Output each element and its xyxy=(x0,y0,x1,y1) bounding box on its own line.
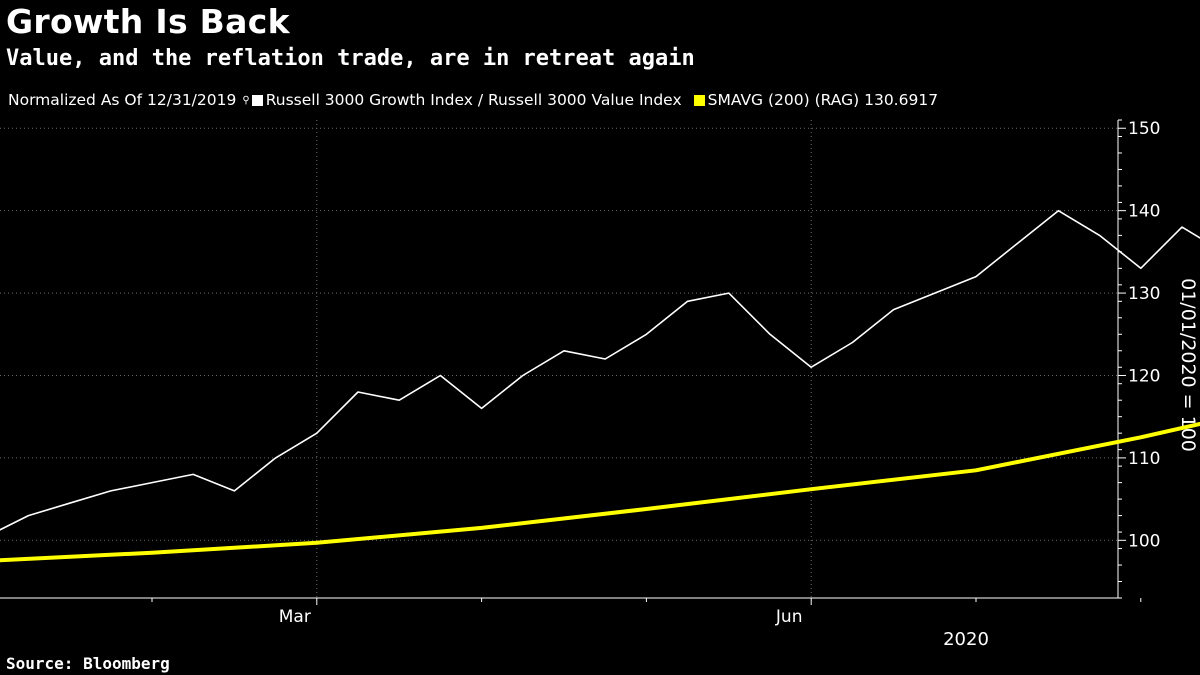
legend-swatch-smavg xyxy=(693,94,705,106)
chart-title: Growth Is Back xyxy=(6,2,290,41)
legend: Normalized As Of 12/31/2019 ⚲ Russell 30… xyxy=(8,91,938,109)
legend-normalized-label: Normalized As Of 12/31/2019 xyxy=(8,91,237,109)
y-axis-label: 01/01/2020 = 100 xyxy=(1177,278,1199,452)
legend-label-smavg: SMAVG (200) (RAG) 130.6917 xyxy=(707,91,939,109)
chart-subtitle: Value, and the reflation trade, are in r… xyxy=(6,46,695,71)
source-note: Source: Bloomberg xyxy=(6,654,170,673)
y-tick-label: 120 xyxy=(1128,366,1160,386)
y-tick-label: 100 xyxy=(1128,531,1160,551)
legend-swatch-growth-value xyxy=(251,94,263,106)
x-tick-label: Jun xyxy=(775,607,803,627)
series-line-growth-value-ratio xyxy=(0,209,1200,531)
year-label: 2020 xyxy=(943,629,989,650)
y-tick-label: 150 xyxy=(1128,119,1160,139)
legend-label-growth-value: Russell 3000 Growth Index / Russell 3000… xyxy=(265,91,682,109)
y-tick-label: 140 xyxy=(1128,202,1160,222)
x-tick-label: Mar xyxy=(279,607,311,627)
series-line-smavg-200 xyxy=(0,421,1200,563)
y-tick-label: 110 xyxy=(1128,449,1160,469)
pin-icon: ⚲ xyxy=(242,94,250,106)
y-tick-label: 130 xyxy=(1128,284,1160,304)
